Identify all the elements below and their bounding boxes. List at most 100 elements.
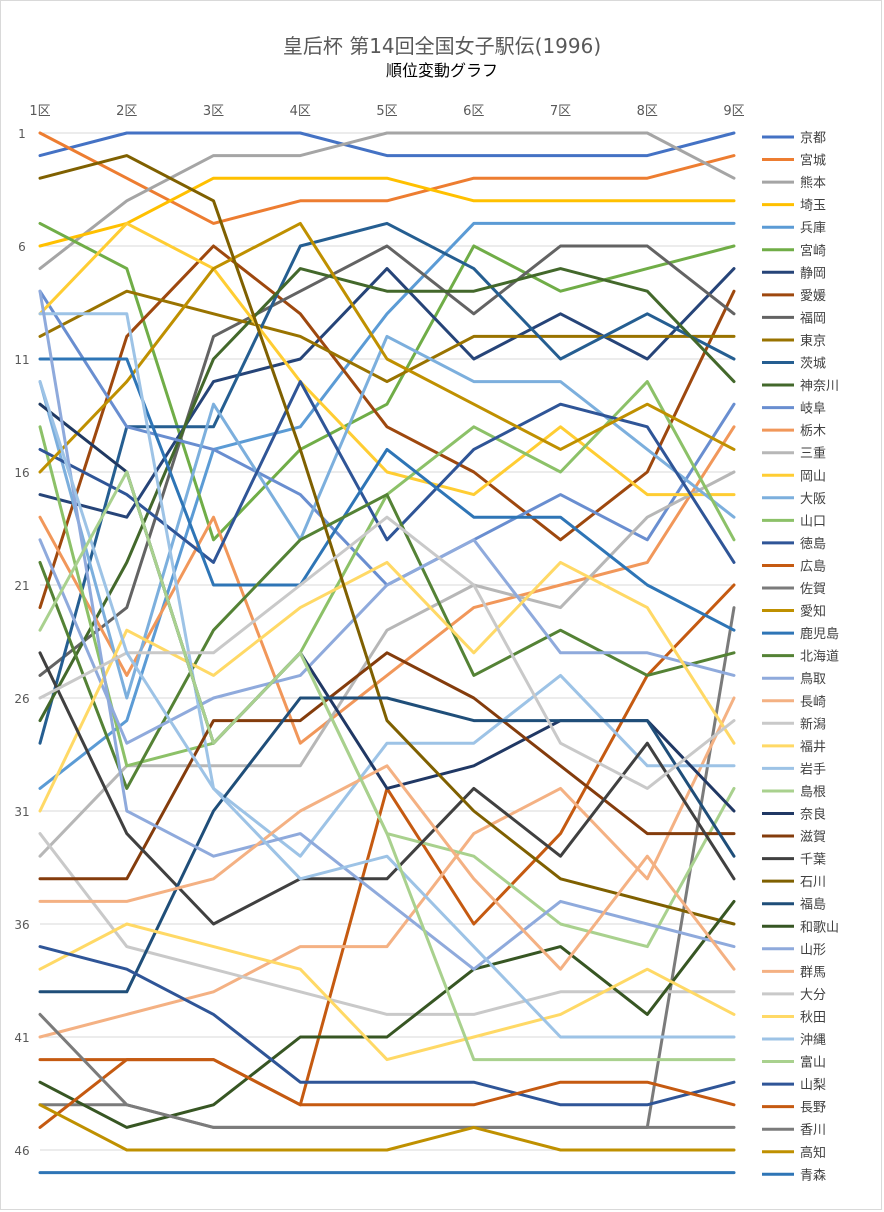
- legend-label: 福井: [800, 740, 826, 755]
- legend-label: 大阪: [800, 492, 826, 507]
- legend-label: 愛媛: [800, 289, 826, 304]
- series-lines: [38, 131, 736, 1175]
- series-line-0: [38, 131, 736, 158]
- legend-label: 京都: [800, 131, 826, 146]
- series-line-24: [38, 538, 736, 745]
- legend-label: 岩手: [800, 762, 826, 777]
- y-tick-label: 16: [14, 466, 29, 480]
- series-line-4: [38, 221, 736, 790]
- series-line-42: [38, 945, 736, 1107]
- x-tick-label: 8区: [637, 104, 658, 119]
- y-tick-label: 6: [18, 240, 26, 254]
- x-axis-labels: 1区 2区 3区 4区 5区 6区 7区 8区 9区: [29, 104, 744, 119]
- series-line-20: [38, 606, 736, 1129]
- chart-title: 皇后杯 第14回全国女子駅伝(1996): [282, 34, 602, 58]
- series-line-3: [38, 176, 736, 248]
- legend-label: 千葉: [800, 853, 826, 868]
- legend-label: 青森: [800, 1168, 826, 1183]
- series-line-9: [38, 289, 736, 384]
- series-line-25: [38, 696, 736, 1039]
- legend-label: 長崎: [800, 695, 826, 710]
- legend-label: 宮城: [800, 153, 826, 169]
- legend-label: 山梨: [800, 1078, 826, 1093]
- legend-label: 三重: [800, 446, 826, 462]
- series-line-16: [38, 334, 736, 700]
- legend: 京都宮城熊本埼玉兵庫宮崎静岡愛媛福岡東京茨城神奈川岐阜栃木三重岡山大阪山口徳島広…: [762, 131, 839, 1183]
- legend-label: 石川: [800, 875, 826, 890]
- legend-label: 埼玉: [800, 199, 826, 214]
- y-tick-label: 1: [18, 127, 26, 141]
- series-line-5: [38, 221, 736, 542]
- series-line-10: [38, 221, 736, 745]
- legend-label: 群馬: [800, 965, 826, 980]
- legend-label: 富山: [800, 1055, 826, 1071]
- series-line-15: [38, 221, 736, 497]
- series-line-22: [38, 357, 736, 632]
- series-line-39: [38, 922, 736, 1062]
- legend-label: 兵庫: [800, 221, 826, 236]
- legend-label: 静岡: [800, 266, 826, 281]
- series-line-45: [38, 1103, 736, 1152]
- legend-label: 茨城: [800, 357, 826, 372]
- x-tick-label: 9区: [723, 104, 744, 119]
- legend-label: 愛知: [800, 604, 826, 620]
- legend-label: 香川: [800, 1123, 826, 1138]
- y-tick-label: 41: [14, 1031, 29, 1045]
- legend-label: 佐賀: [800, 582, 826, 597]
- legend-label: 東京: [800, 333, 826, 349]
- series-line-11: [38, 267, 736, 723]
- y-tick-label: 36: [14, 918, 29, 932]
- legend-label: 奈良: [800, 807, 826, 823]
- x-tick-label: 3区: [203, 104, 224, 119]
- legend-label: 鳥取: [800, 672, 826, 687]
- series-line-23: [38, 493, 736, 790]
- y-tick-label: 26: [14, 692, 29, 706]
- series-line-43: [38, 1058, 736, 1129]
- legend-label: 高知: [800, 1145, 826, 1161]
- legend-label: 秋田: [800, 1010, 826, 1025]
- series-line-38: [38, 515, 736, 790]
- x-tick-label: 6区: [463, 104, 484, 119]
- series-line-37: [38, 764, 736, 971]
- legend-label: 岡山: [800, 469, 826, 484]
- legend-label: 新潟: [800, 716, 826, 732]
- x-tick-label: 5区: [376, 104, 397, 119]
- series-line-30: [38, 402, 736, 813]
- x-tick-label: 1区: [29, 104, 50, 119]
- series-line-41: [38, 470, 736, 1062]
- y-tick-label: 11: [14, 353, 29, 367]
- series-line-44: [38, 1012, 736, 1129]
- legend-label: 熊本: [800, 175, 826, 191]
- legend-label: 広島: [800, 559, 826, 574]
- series-line-1: [38, 131, 736, 225]
- legend-label: 北海道: [800, 650, 839, 665]
- series-line-8: [38, 244, 736, 677]
- legend-label: 岐阜: [800, 401, 826, 417]
- series-line-40: [38, 380, 736, 1039]
- legend-label: 長野: [800, 1101, 826, 1116]
- legend-label: 栃木: [800, 424, 826, 439]
- x-tick-label: 7区: [550, 104, 571, 119]
- legend-label: 沖縄: [800, 1033, 826, 1048]
- legend-label: 鹿児島: [800, 626, 839, 642]
- series-line-14: [38, 470, 736, 858]
- legend-label: 神奈川: [800, 379, 839, 394]
- y-tick-label: 46: [14, 1144, 29, 1158]
- series-line-13: [38, 425, 736, 745]
- legend-label: 徳島: [800, 537, 826, 552]
- series-line-36: [38, 289, 736, 971]
- series-line-7: [38, 244, 736, 610]
- legend-label: 島根: [800, 785, 826, 800]
- series-line-27: [38, 560, 736, 813]
- y-tick-label: 21: [14, 579, 29, 593]
- legend-label: 福岡: [800, 311, 826, 326]
- x-tick-label: 4区: [290, 104, 311, 119]
- legend-label: 和歌山: [800, 920, 839, 935]
- series-line-32: [38, 651, 736, 926]
- legend-label: 滋賀: [800, 830, 826, 845]
- legend-label: 山口: [800, 514, 826, 529]
- legend-label: 大分: [800, 988, 826, 1003]
- series-line-2: [38, 131, 736, 271]
